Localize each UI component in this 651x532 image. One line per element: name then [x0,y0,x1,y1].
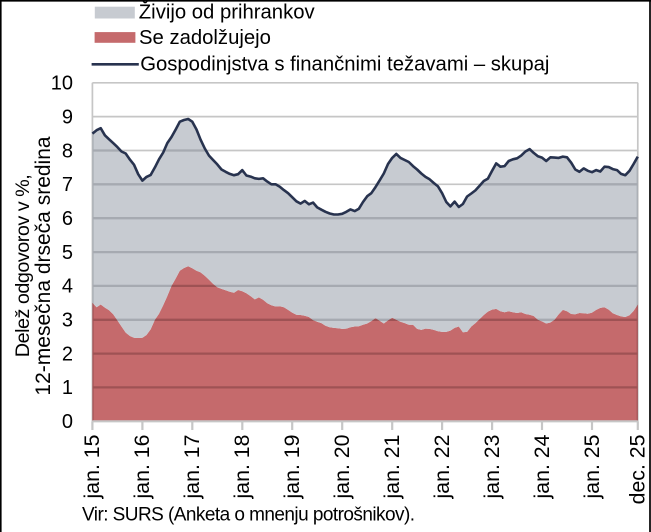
svg-text:jan. 15: jan. 15 [80,435,104,500]
svg-text:Delež odgovorov v %,: Delež odgovorov v %, [12,175,34,357]
svg-text:jan. 21: jan. 21 [380,435,404,500]
svg-text:2: 2 [62,343,73,365]
svg-text:jan. 25: jan. 25 [580,435,604,500]
svg-text:Živijo od prihrankov: Živijo od prihrankov [139,0,316,23]
svg-text:jan. 22: jan. 22 [430,435,454,500]
svg-text:1: 1 [62,377,73,399]
svg-text:Vir: SURS (Anketa o mnenju pot: Vir: SURS (Anketa o mnenju potrošnikov). [82,505,414,526]
svg-text:jan. 16: jan. 16 [130,435,154,500]
svg-text:9: 9 [62,106,73,128]
svg-text:8: 8 [62,140,73,162]
svg-text:Gospodinjstva s finančnimi tež: Gospodinjstva s finančnimi težavami – sk… [140,54,549,76]
svg-text:4: 4 [62,276,73,298]
svg-text:7: 7 [62,174,73,196]
svg-text:jan. 19: jan. 19 [280,435,304,500]
svg-text:12-mesečna drseča sredina: 12-mesečna drseča sredina [32,136,55,395]
svg-text:dec. 25: dec. 25 [626,435,650,505]
svg-text:jan. 18: jan. 18 [230,435,254,500]
svg-text:10: 10 [51,73,73,95]
svg-text:3: 3 [62,310,73,332]
svg-text:jan. 17: jan. 17 [180,435,204,500]
svg-text:Se zadolžujejo: Se zadolžujejo [139,27,271,49]
svg-text:jan. 20: jan. 20 [330,434,354,499]
svg-text:jan. 24: jan. 24 [530,434,554,499]
svg-text:0: 0 [62,411,73,433]
svg-text:5: 5 [62,242,73,264]
svg-text:6: 6 [62,208,73,230]
svg-text:jan. 23: jan. 23 [480,435,504,500]
